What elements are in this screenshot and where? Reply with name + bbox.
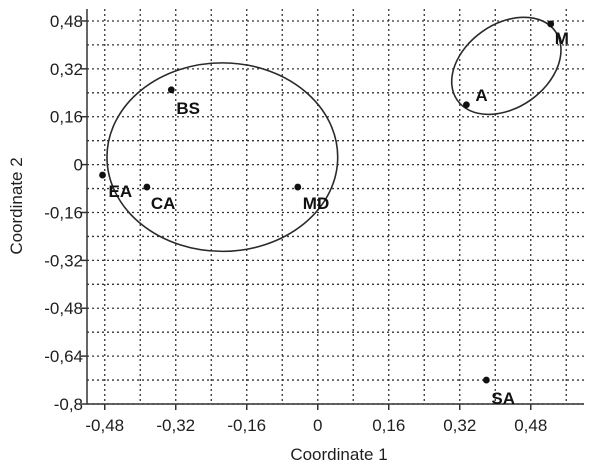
data-point — [143, 183, 151, 191]
point-label: CA — [151, 194, 176, 213]
y-tick-label: -0,64 — [44, 347, 83, 366]
data-points: M A BS EA CA MD SA — [99, 20, 569, 408]
x-tick-label: -0,16 — [227, 416, 266, 435]
tick-labels: -0,48 -0,32 -0,16 0 0,16 0,32 0,48 0,48 0,32 0,16… — [44, 12, 547, 435]
point-label: A — [475, 86, 487, 105]
y-tick-label: 0,32 — [50, 60, 83, 79]
point-label: M — [555, 29, 569, 48]
data-point — [294, 183, 302, 191]
data-point — [99, 171, 106, 179]
data-point — [463, 101, 470, 109]
cluster-ellipse — [106, 62, 339, 253]
y-tick-label: 0,48 — [50, 12, 83, 31]
x-tick-label: 0,16 — [372, 416, 405, 435]
point-label: BS — [176, 99, 200, 118]
x-tick-label: -0,32 — [156, 416, 195, 435]
x-tick-label: 0 — [313, 416, 322, 435]
y-tick-label: -0,48 — [44, 299, 83, 318]
y-tick-label: -0,16 — [44, 203, 83, 222]
axes — [81, 9, 584, 410]
point-label: SA — [491, 389, 515, 408]
x-tick-label: -0,48 — [85, 416, 124, 435]
point-label: EA — [109, 182, 133, 201]
x-tick-label: 0,48 — [514, 416, 547, 435]
grid — [87, 9, 584, 405]
y-tick-label: 0,16 — [50, 108, 83, 127]
y-tick-label: -0,32 — [44, 251, 83, 270]
data-point — [547, 20, 555, 28]
cluster-ellipses — [106, 16, 562, 253]
y-tick-label: -0,8 — [54, 395, 83, 414]
cluster-ellipse — [450, 16, 562, 116]
y-axis-title: Coordinate 2 — [7, 157, 26, 254]
x-axis-title: Coordinate 1 — [290, 445, 387, 464]
data-point — [482, 376, 490, 384]
point-label: MD — [303, 194, 329, 213]
x-tick-label: 0,32 — [443, 416, 476, 435]
data-point — [167, 86, 175, 94]
y-tick-label: 0 — [74, 156, 83, 175]
